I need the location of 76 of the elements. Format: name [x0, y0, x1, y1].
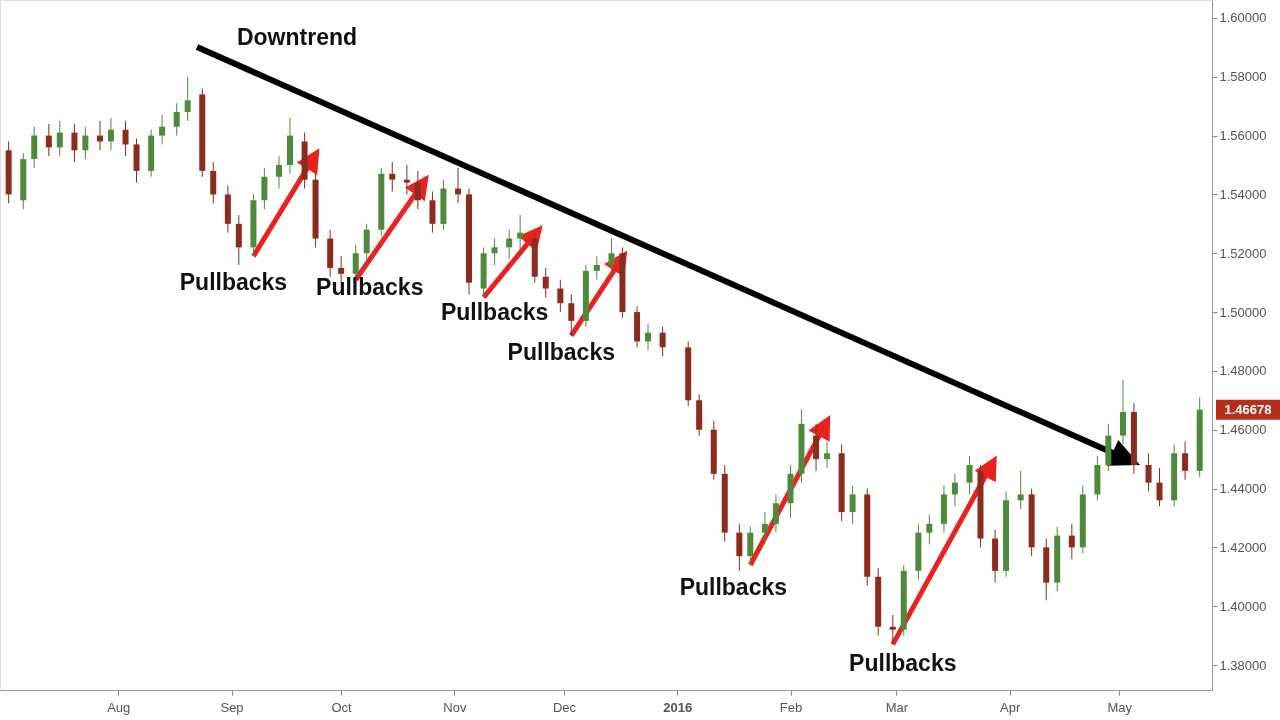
- candlestick: [557, 279, 564, 313]
- candlestick: [966, 455, 973, 495]
- candlestick: [747, 526, 754, 566]
- x-tick-label: Aug: [107, 699, 131, 715]
- annotation: Pullbacks: [679, 574, 788, 600]
- candlestick: [122, 120, 129, 157]
- y-tick-label: 1.38000: [1219, 657, 1267, 673]
- candlestick: [491, 238, 498, 266]
- candlestick: [761, 511, 768, 545]
- candlestick: [645, 323, 652, 351]
- candlestick: [926, 514, 933, 545]
- candlestick: [1182, 440, 1189, 481]
- candlestick: [849, 485, 856, 525]
- candlestick: [210, 161, 217, 204]
- candlestick: [261, 167, 268, 210]
- candlestick: [107, 117, 114, 151]
- candlestick: [45, 123, 52, 157]
- x-tick-label: Mar: [885, 699, 909, 715]
- candlestick: [1017, 470, 1024, 510]
- x-tick-label: May: [1107, 699, 1133, 715]
- y-tick-label: 1.40000: [1219, 598, 1267, 614]
- candlestick: [82, 126, 89, 160]
- x-tick-label: Oct: [331, 699, 353, 715]
- x-tick-label: Nov: [443, 699, 467, 715]
- candlestick: [1119, 379, 1126, 445]
- candlestick: [173, 102, 180, 137]
- candlestick: [1156, 467, 1163, 507]
- x-tick-label: Apr: [1000, 699, 1021, 715]
- candlestick: [184, 76, 191, 122]
- candlestick: [889, 614, 896, 645]
- candlestick: [608, 238, 615, 275]
- y-tick-label: 1.52000: [1219, 245, 1267, 261]
- candlestick: [542, 267, 549, 298]
- candlestick: [736, 523, 743, 572]
- candlestick: [403, 164, 410, 195]
- candlestick: [276, 155, 283, 190]
- y-tick-label: 1.56000: [1219, 128, 1267, 144]
- y-tick-label: 1.60000: [1219, 10, 1267, 26]
- y-tick-label: 1.50000: [1219, 304, 1267, 320]
- candlestick: [235, 214, 242, 266]
- candlestick: [31, 126, 38, 169]
- annotation: Pullbacks: [849, 650, 957, 677]
- y-tick-label: 1.54000: [1219, 186, 1267, 202]
- y-tick-label: 1.48000: [1219, 363, 1267, 379]
- candlestick: [813, 423, 820, 472]
- candlestick: [389, 161, 396, 192]
- candlestick: [824, 440, 831, 469]
- y-tick-label: 1.46000: [1219, 422, 1267, 438]
- candlestick: [659, 326, 666, 357]
- x-tick-label: Feb: [779, 699, 803, 715]
- candlestick: [71, 123, 78, 163]
- x-tick-label: Dec: [552, 699, 577, 715]
- x-tick-label: 2016: [663, 699, 693, 715]
- candlestick: [506, 229, 513, 260]
- annotation: Pullbacks: [316, 273, 424, 300]
- candlestick: [951, 473, 958, 507]
- candlestick: [517, 214, 524, 251]
- annotation: Pullbacks: [507, 338, 615, 365]
- y-tick-label: 1.44000: [1219, 481, 1267, 497]
- candlestick: [772, 493, 779, 534]
- y-tick-label: 1.58000: [1219, 69, 1267, 85]
- candlestick: [1145, 452, 1152, 492]
- candlestick: [568, 293, 575, 337]
- candlestick: [1068, 523, 1075, 560]
- candlestick: [159, 114, 166, 145]
- annotation: 1.46678: [1224, 401, 1272, 417]
- candlestick: [414, 170, 421, 210]
- candlestick: [429, 190, 436, 234]
- candlestick: [56, 120, 63, 157]
- annotation: Downtrend: [236, 24, 358, 50]
- annotation: Pullbacks: [440, 299, 549, 326]
- x-tick-label: Sep: [220, 699, 244, 715]
- candlestick: [593, 255, 600, 281]
- y-tick-label: 1.42000: [1219, 539, 1267, 555]
- annotation: Pullbacks: [179, 269, 288, 296]
- candlestick: [363, 223, 370, 263]
